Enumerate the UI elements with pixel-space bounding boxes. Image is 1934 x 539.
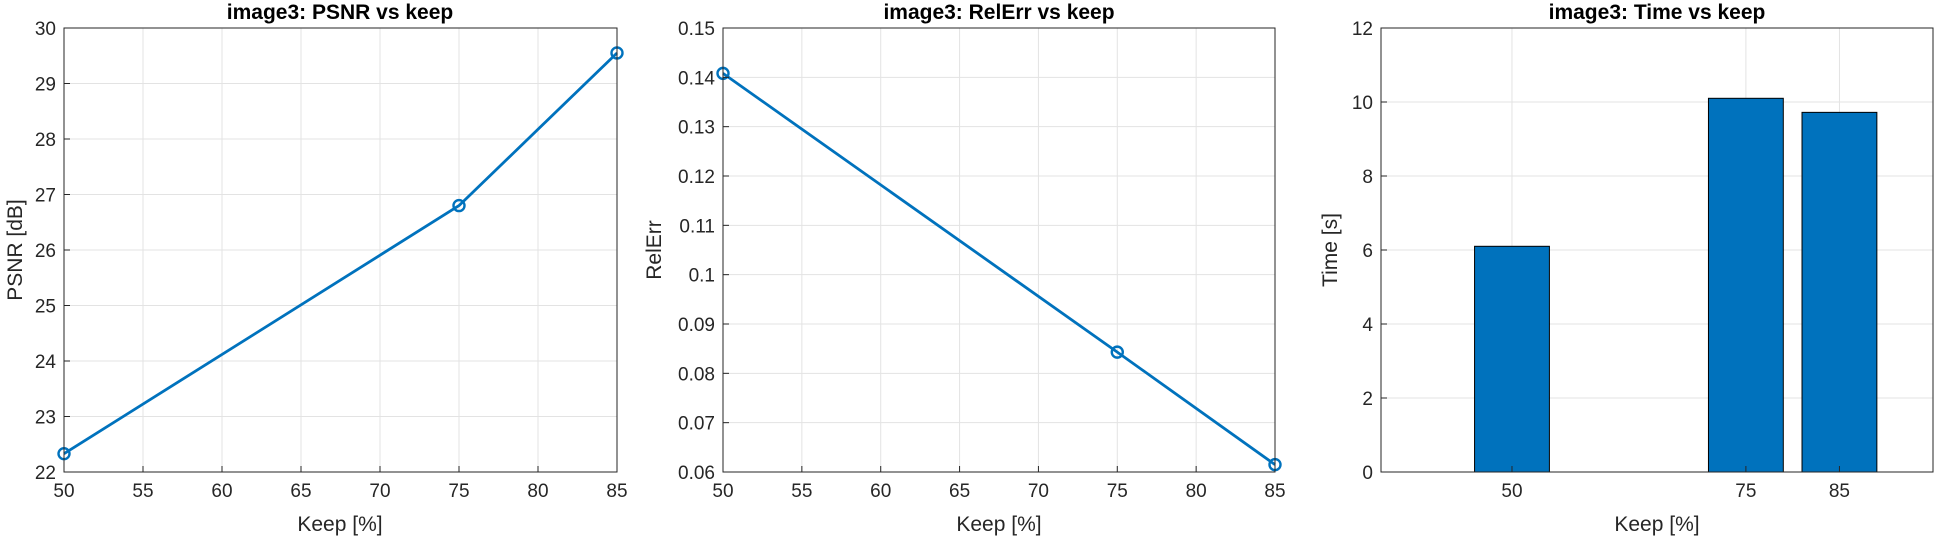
time-y-tick-label: 4 xyxy=(1362,315,1373,336)
psnr-tick-labels: 22 23 24 25 26 27 28 29 30 50 55 60 65 70 75 80 85 xyxy=(35,19,628,502)
relerr-x-tick-label: 60 xyxy=(870,481,891,502)
time-bar-series xyxy=(1474,97,1878,473)
psnr-x-tick-label: 85 xyxy=(606,481,627,502)
bar-85 xyxy=(1801,111,1878,473)
psnr-y-tick-label: 23 xyxy=(35,408,56,429)
psnr-chart-title: image3: PSNR vs keep xyxy=(227,1,453,24)
psnr-y-tick-label: 22 xyxy=(35,463,56,484)
relerr-series-line xyxy=(722,72,1276,466)
relerr-x-tick-label: 70 xyxy=(1028,481,1049,502)
time-y-axis-label: Time [s] xyxy=(1319,213,1342,287)
bar-50 xyxy=(1474,245,1550,473)
time-tick-labels: 0 2 4 6 8 10 12 50 75 85 xyxy=(1352,19,1850,502)
psnr-chart-panel: 22 23 24 25 26 27 28 29 30 50 55 60 65 70 75 80 85 image… xyxy=(4,1,628,536)
psnr-data-point xyxy=(452,198,466,213)
relerr-y-axis-label: RelErr xyxy=(643,220,666,280)
psnr-x-tick-label: 70 xyxy=(369,481,390,502)
relerr-y-tick-label: 0.07 xyxy=(678,414,715,435)
relerr-y-tick-label: 0.14 xyxy=(678,68,715,89)
relerr-x-tick-label: 50 xyxy=(712,481,733,502)
relerr-y-tick-label: 0.06 xyxy=(678,463,715,484)
psnr-y-tick-label: 29 xyxy=(35,75,56,96)
psnr-y-tick-label: 26 xyxy=(35,241,56,262)
relerr-axes-frame xyxy=(722,27,1276,473)
relerr-chart-panel: 0.06 0.07 0.08 0.09 0.1 0.11 0.12 0.13 0.14 0.15 5… xyxy=(643,1,1286,536)
relerr-y-tick-label: 0.13 xyxy=(678,118,715,139)
psnr-y-tick-label: 27 xyxy=(35,186,56,207)
psnr-x-tick-label: 50 xyxy=(53,481,74,502)
relerr-tick-labels: 0.06 0.07 0.08 0.09 0.1 0.11 0.12 0.13 0.14 0.15 5… xyxy=(678,19,1286,502)
relerr-y-tick-label: 0.1 xyxy=(689,266,715,287)
relerr-y-tick-label: 0.08 xyxy=(678,364,715,385)
psnr-y-tick-label: 24 xyxy=(35,352,57,373)
time-y-tick-label: 10 xyxy=(1352,93,1373,114)
psnr-y-tick-label: 30 xyxy=(35,19,56,40)
relerr-x-axis-label: Keep [%] xyxy=(956,513,1041,536)
time-x-tick-label: 85 xyxy=(1829,481,1850,502)
time-chart-panel: 0 2 4 6 8 10 12 50 75 85 image3: Time vs keep Kee… xyxy=(1319,1,1934,536)
relerr-x-tick-label: 80 xyxy=(1186,481,1207,502)
psnr-x-tick-label: 75 xyxy=(448,481,469,502)
psnr-y-tick-label: 28 xyxy=(35,130,56,151)
time-y-tick-label: 0 xyxy=(1362,463,1373,484)
relerr-x-tick-label: 85 xyxy=(1264,481,1285,502)
bar-75 xyxy=(1707,97,1784,473)
relerr-data-point xyxy=(1110,345,1124,359)
relerr-x-tick-label: 75 xyxy=(1107,481,1128,502)
psnr-x-tick-label: 65 xyxy=(290,481,311,502)
psnr-y-axis-label: PSNR [dB] xyxy=(4,199,27,301)
psnr-x-axis-label: Keep [%] xyxy=(297,513,382,536)
psnr-series-line xyxy=(63,51,618,455)
relerr-chart-title: image3: RelErr vs keep xyxy=(883,1,1114,24)
relerr-y-tick-label: 0.12 xyxy=(678,167,715,188)
relerr-y-tick-label: 0.11 xyxy=(679,216,715,237)
psnr-y-tick-label: 25 xyxy=(35,297,56,318)
time-x-tick-label: 75 xyxy=(1735,481,1756,502)
relerr-x-tick-label: 55 xyxy=(791,481,812,502)
psnr-x-tick-label: 60 xyxy=(211,481,232,502)
time-y-tick-label: 2 xyxy=(1362,389,1373,410)
time-y-tick-label: 8 xyxy=(1362,167,1373,188)
relerr-x-tick-label: 65 xyxy=(949,481,970,502)
psnr-x-tick-label: 80 xyxy=(527,481,548,502)
relerr-y-tick-label: 0.15 xyxy=(678,19,715,40)
psnr-x-tick-label: 55 xyxy=(132,481,153,502)
time-chart-title: image3: Time vs keep xyxy=(1549,1,1766,24)
time-y-tick-label: 12 xyxy=(1352,19,1373,40)
time-y-tick-label: 6 xyxy=(1362,241,1373,262)
relerr-y-tick-label: 0.09 xyxy=(678,315,715,336)
time-x-axis-label: Keep [%] xyxy=(1614,513,1699,536)
time-x-tick-label: 50 xyxy=(1501,481,1522,502)
